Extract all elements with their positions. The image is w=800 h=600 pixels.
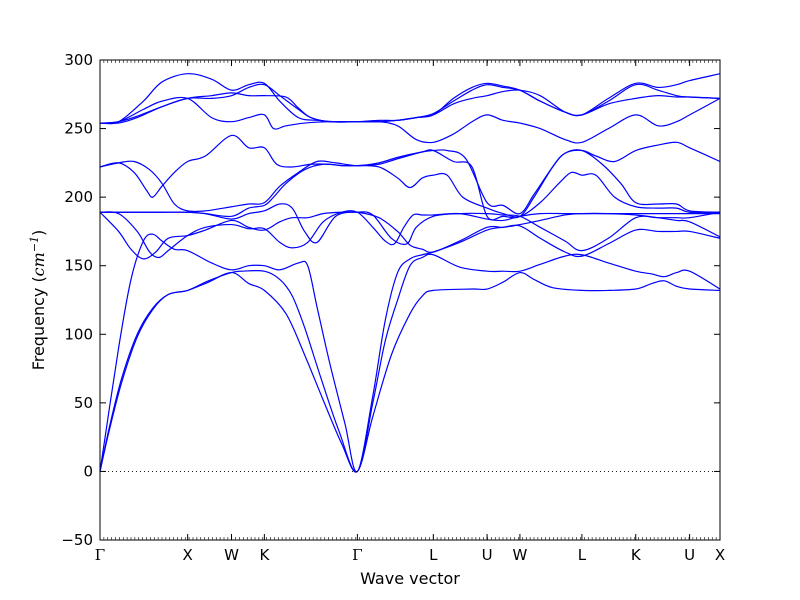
y-tick-label: 100: [64, 325, 93, 343]
y-tick-label: 200: [64, 188, 93, 206]
dispersion-branch-3: [99, 224, 721, 473]
y-tick-label: 0: [83, 462, 93, 480]
y-tick-label: 250: [64, 120, 93, 138]
x-tick-label: X: [715, 546, 725, 564]
x-tick-label: L: [578, 546, 587, 564]
dispersion-branch-6: [100, 149, 721, 221]
y-axis-ticks: −50 0 50 100 150 200 250 300: [61, 51, 720, 549]
series-layer: [99, 73, 721, 473]
x-tick-label: K: [631, 546, 642, 564]
x-tick-label: Γ: [95, 546, 105, 564]
y-tick-label: 50: [74, 394, 93, 412]
x-tick-label: L: [429, 546, 438, 564]
dispersion-branch-1: [99, 271, 721, 473]
x-axis-title: Wave vector: [360, 569, 460, 588]
y-tick-label: 300: [64, 51, 93, 69]
x-tick-label: W: [224, 546, 239, 564]
y-axis-title-close: ): [29, 230, 48, 236]
dispersion-branch-2: [99, 253, 721, 473]
dispersion-branch-7: [100, 203, 721, 252]
y-axis-title-unit: cm: [29, 252, 48, 276]
x-tick-label: X: [183, 546, 193, 564]
x-tick-label: K: [259, 546, 270, 564]
y-tick-label: 150: [64, 257, 93, 275]
y-axis-title-exponent: −1: [28, 236, 41, 252]
dispersion-branch-8: [99, 134, 721, 218]
plot-frame: [99, 59, 721, 541]
y-axis-title: Frequency (cm−1): [28, 230, 48, 371]
x-tick-label: W: [513, 546, 528, 564]
x-tick-label: Γ: [352, 546, 362, 564]
x-tick-label: U: [482, 546, 493, 564]
y-axis-title-text: Frequency (: [29, 276, 48, 370]
dispersion-branch-13: [99, 96, 721, 144]
y-tick-label: −50: [61, 531, 93, 549]
dispersion-branch-12: [99, 73, 721, 125]
dispersion-branch-9: [99, 141, 721, 215]
dispersion-branch-5: [99, 210, 720, 259]
x-tick-label: U: [684, 546, 695, 564]
